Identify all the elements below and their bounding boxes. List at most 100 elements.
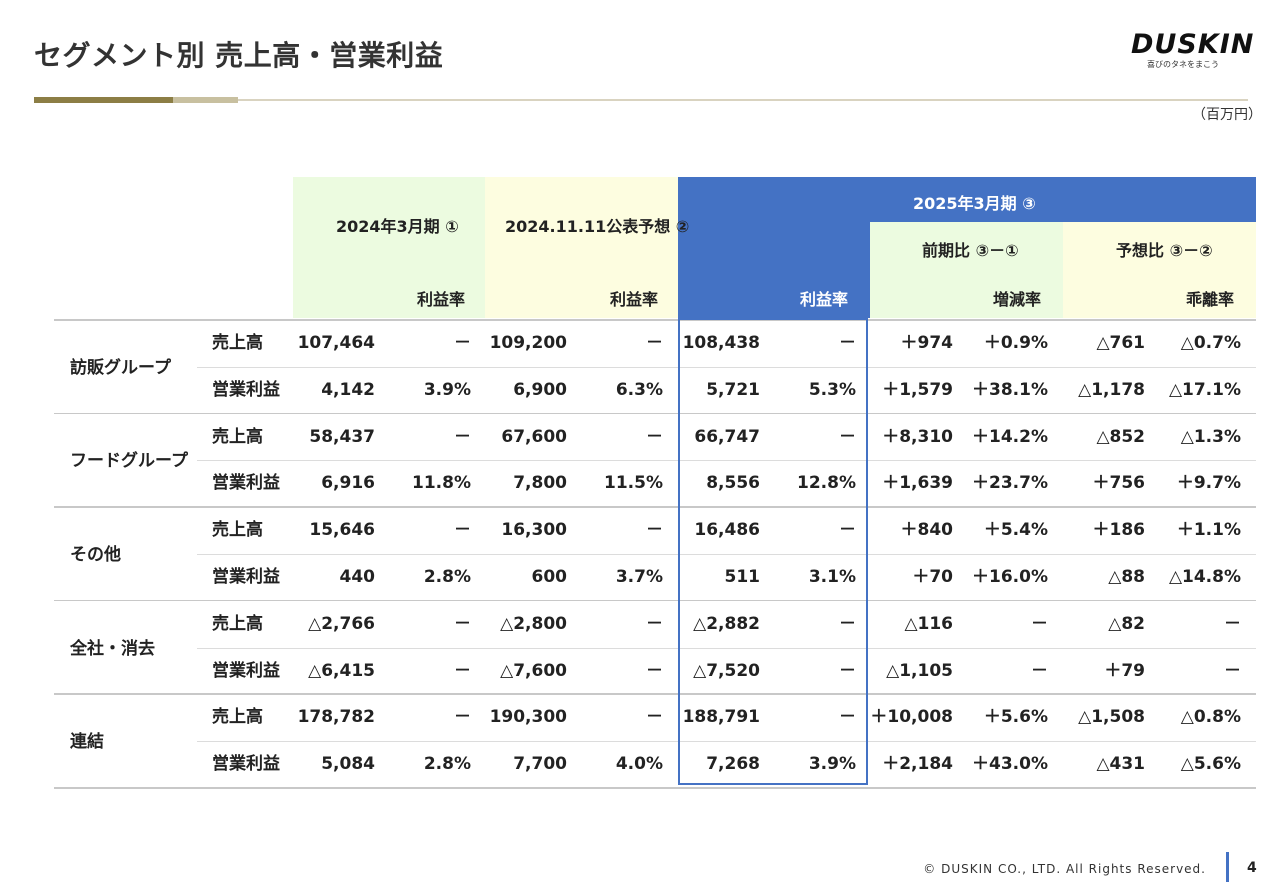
table-cell: 188,791 — [682, 707, 760, 728]
table-cell: 3.1% — [808, 567, 856, 587]
row-item-label: 営業利益 — [212, 660, 280, 681]
table-cell: △2,800 — [500, 613, 567, 634]
table-cell: 8,556 — [706, 473, 760, 494]
table-cell: 6.3% — [615, 379, 663, 400]
table-cell: 7,700 — [513, 754, 567, 775]
table-cell: 12.8% — [797, 473, 856, 494]
row-divider — [197, 741, 1256, 743]
table-cell: － — [1031, 660, 1048, 681]
table-cell: ＋974 — [900, 333, 954, 353]
header-fy2025: 2025年3月期 ③ — [913, 194, 1036, 213]
company-logo: DUSKIN 喜びのタネをまこう — [1131, 30, 1253, 70]
table-cell: 58,437 — [309, 426, 375, 447]
row-divider — [197, 460, 1256, 462]
segment-divider — [54, 412, 1256, 415]
header-forecast: 2024.11.11公表予想 ② — [505, 217, 690, 236]
table-cell: － — [839, 426, 856, 447]
table-cell: 11.8% — [412, 473, 471, 494]
row-divider — [197, 366, 1256, 368]
table-cell: 6,916 — [321, 473, 375, 494]
copyright: © DUSKIN CO., LTD. All Rights Reserved. — [923, 862, 1206, 876]
table-cell: ＋2,184 — [882, 754, 953, 775]
table-cell: 5,721 — [706, 379, 760, 400]
table-cell: － — [839, 707, 856, 728]
table-cell: 3.7% — [615, 567, 663, 587]
segment-name: 全社・消去 — [70, 638, 155, 659]
row-item-label: 営業利益 — [212, 473, 280, 494]
table-bottom-border — [54, 787, 1256, 789]
table-cell: 190,300 — [489, 707, 567, 728]
table-cell: 3.9% — [808, 754, 856, 775]
table-cell: 15,646 — [309, 520, 375, 541]
table-cell: ＋79 — [1104, 660, 1145, 681]
row-item-label: 売上高 — [212, 520, 263, 541]
table-cell: 7,268 — [706, 754, 760, 775]
table-cell: 67,600 — [501, 426, 567, 447]
header-fy2025-banner — [678, 177, 1256, 222]
table-cell: △1,105 — [886, 660, 953, 681]
table-cell: － — [839, 520, 856, 541]
table-cell: △6,415 — [308, 660, 375, 681]
title-rule — [34, 99, 1248, 101]
table-cell: △2,766 — [308, 613, 375, 634]
table-cell: － — [454, 613, 471, 634]
table-cell: － — [1224, 660, 1241, 681]
table-cell: △2,882 — [693, 613, 760, 634]
row-item-label: 売上高 — [212, 613, 263, 634]
table-cell: 16,300 — [501, 520, 567, 541]
row-item-label: 売上高 — [212, 426, 263, 447]
table-cell: － — [646, 426, 663, 447]
table-cell: △82 — [1108, 613, 1145, 634]
fy2025-highlight-frame — [678, 318, 868, 785]
segment-name: 連結 — [70, 732, 104, 753]
table-cell: ＋38.1% — [972, 379, 1048, 400]
table-cell: △0.8% — [1180, 707, 1241, 728]
table-cell: ＋756 — [1092, 473, 1146, 494]
header-margin-forecast: 利益率 — [610, 290, 659, 309]
row-item-label: 営業利益 — [212, 379, 280, 400]
table-cell: ＋8,310 — [882, 426, 953, 447]
table-cell: 4,142 — [321, 379, 375, 400]
table-cell: ＋1,579 — [882, 379, 953, 400]
table-cell: △5.6% — [1180, 754, 1241, 775]
table-cell: △1.3% — [1180, 426, 1241, 447]
table-cell: 4.0% — [615, 754, 663, 775]
table-cell: 2.8% — [423, 567, 471, 587]
table-cell: 108,438 — [682, 333, 760, 353]
table-cell: ＋1.1% — [1176, 520, 1241, 541]
header-margin-fy2024: 利益率 — [417, 290, 466, 309]
header-growth-rate: 増減率 — [993, 290, 1042, 309]
table-cell: △88 — [1108, 567, 1145, 587]
table-cell: 600 — [531, 567, 568, 587]
table-cell: △14.8% — [1168, 567, 1241, 587]
table-cell: ＋70 — [912, 567, 953, 587]
table-cell: ＋23.7% — [972, 473, 1048, 494]
segment-name: 訪販グループ — [70, 357, 171, 378]
table-cell: ＋840 — [900, 520, 954, 541]
table-cell: － — [454, 426, 471, 447]
table-cell: △116 — [904, 613, 953, 634]
table-cell: ＋9.7% — [1176, 473, 1241, 494]
table-cell: － — [646, 660, 663, 681]
header-fy2024-block — [293, 177, 485, 318]
table-cell: ＋5.6% — [983, 707, 1048, 728]
title-rule-accent — [34, 97, 173, 103]
header-yoy: 前期比 ③－① — [922, 241, 1019, 260]
table-cell: 66,747 — [694, 426, 760, 447]
logo-tagline: 喜びのタネをまこう — [1147, 60, 1219, 69]
table-cell: △852 — [1096, 426, 1145, 447]
page-number-bar — [1226, 852, 1229, 882]
table-cell: 16,486 — [694, 520, 760, 541]
table-cell: 5,084 — [321, 754, 375, 775]
table-cell: － — [454, 660, 471, 681]
header-vsforecast-block — [1063, 222, 1256, 318]
table-cell: － — [454, 520, 471, 541]
table-cell: 11.5% — [604, 473, 663, 494]
table-cell: ＋14.2% — [972, 426, 1048, 447]
segment-divider — [54, 319, 1256, 321]
title-rule-accent-light — [173, 97, 238, 103]
table-cell: － — [839, 333, 856, 353]
table-cell: － — [646, 520, 663, 541]
table-cell: △7,600 — [500, 660, 567, 681]
table-cell: － — [839, 660, 856, 681]
